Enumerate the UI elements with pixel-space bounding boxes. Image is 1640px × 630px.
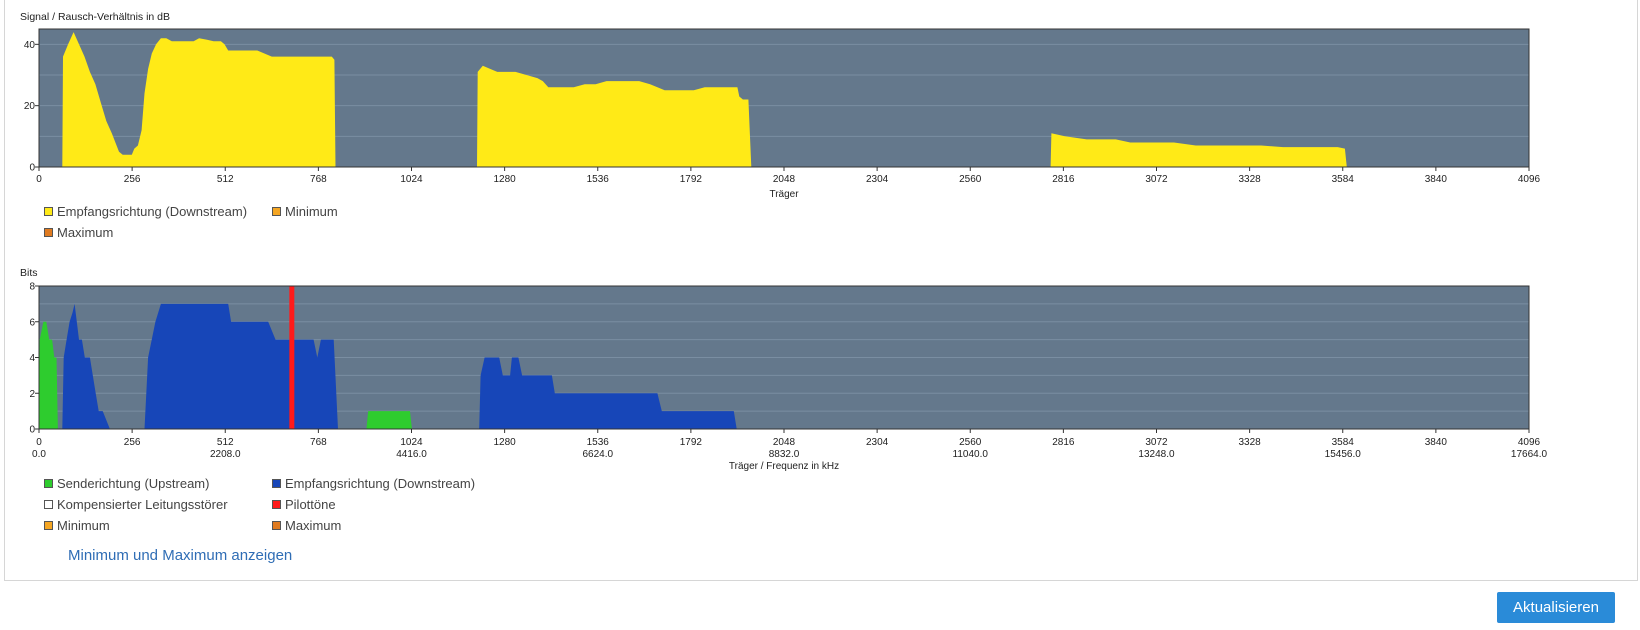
legend-swatch xyxy=(44,207,53,217)
x-tick-label: 1536 xyxy=(587,174,610,185)
x-tick-label: 512 xyxy=(217,437,234,448)
legend-item: Minimum xyxy=(272,204,338,219)
legend-label: Maximum xyxy=(285,518,342,533)
x-tick-label: 512 xyxy=(217,174,234,185)
y-tick-label: 20 xyxy=(24,101,36,112)
legend-item: Senderichtung (Upstream) xyxy=(44,476,209,491)
x-tick-label: 2816 xyxy=(1052,437,1075,448)
legend-label: Minimum xyxy=(57,518,110,533)
y-tick-label: 0 xyxy=(29,425,35,436)
legend-swatch xyxy=(272,521,281,531)
chart-title: Signal / Rausch-Verhältnis in dB xyxy=(20,11,170,23)
x-tick-label: 1536 xyxy=(587,437,610,448)
legend-item: Empfangsrichtung (Downstream) xyxy=(44,204,247,219)
legend-swatch xyxy=(44,228,53,238)
x-tick-label: 4096 xyxy=(1518,174,1541,185)
x-tick-label: 2304 xyxy=(866,437,889,448)
x-tick-label: 2048 xyxy=(773,174,796,185)
legend-label: Minimum xyxy=(285,204,338,219)
legend-label: Pilottöne xyxy=(285,497,336,512)
legend-item: Minimum xyxy=(44,518,110,533)
x-tick-label: 3584 xyxy=(1332,437,1355,448)
legend-swatch xyxy=(272,479,281,489)
legend-swatch xyxy=(272,500,281,510)
x-tick-label: 2560 xyxy=(959,174,982,185)
show-min-max-link[interactable]: Minimum und Maximum anzeigen xyxy=(68,547,293,564)
legend-item: Kompensierter Leitungsstörer xyxy=(44,497,228,512)
x-tick-label: 0 xyxy=(36,437,42,448)
y-tick-label: 0 xyxy=(29,163,35,174)
legend-item: Maximum xyxy=(44,225,113,240)
legend-label: Senderichtung (Upstream) xyxy=(57,476,210,491)
series-0-area xyxy=(62,32,1347,167)
x-tick-label: 768 xyxy=(310,437,327,448)
x-tick-label-frequency: 6624.0 xyxy=(582,449,613,460)
x-tick-label-frequency: 2208.0 xyxy=(210,449,241,460)
x-tick-label: 3072 xyxy=(1145,437,1168,448)
legend-label: Empfangsrichtung (Downstream) xyxy=(57,204,248,219)
x-tick-label: 3840 xyxy=(1425,174,1448,185)
y-tick-label: 8 xyxy=(29,282,35,293)
x-tick-label: 0 xyxy=(36,174,42,185)
x-tick-label: 3328 xyxy=(1239,437,1262,448)
pilot-tone-line xyxy=(289,286,295,429)
x-tick-label: 2816 xyxy=(1052,174,1075,185)
legend-swatch xyxy=(44,479,53,489)
bits-chart: Bits 0 2 4 6 8 0 256 512 768 1024 1280 1536 1792 2048 2… xyxy=(20,267,1548,472)
y-tick-label: 4 xyxy=(29,353,35,364)
legend-swatch xyxy=(44,500,53,510)
x-tick-label: 768 xyxy=(310,174,327,185)
x-tick-label-frequency: 8832.0 xyxy=(769,449,800,460)
legend-item: Maximum xyxy=(272,518,341,533)
legend-item: Pilottöne xyxy=(272,497,336,512)
x-tick-label: 1280 xyxy=(494,174,517,185)
legend-swatch xyxy=(272,207,281,217)
x-axis-label: Träger xyxy=(769,189,799,200)
x-tick-label-frequency: 0.0 xyxy=(32,449,46,460)
x-tick-label: 2304 xyxy=(866,174,889,185)
x-tick-label: 3328 xyxy=(1239,174,1262,185)
series-0-area xyxy=(39,321,412,429)
x-tick-label: 2048 xyxy=(773,437,796,448)
x-tick-label: 1024 xyxy=(400,174,423,185)
series-1-area xyxy=(62,303,737,429)
x-tick-label: 1792 xyxy=(680,174,703,185)
x-tick-label: 1280 xyxy=(494,437,517,448)
x-tick-label-frequency: 13248.0 xyxy=(1138,449,1175,460)
x-tick-label: 256 xyxy=(124,174,141,185)
legend-label: Kompensierter Leitungsstörer xyxy=(57,497,228,512)
y-tick-label: 2 xyxy=(29,389,35,400)
legend-label: Empfangsrichtung (Downstream) xyxy=(285,476,476,491)
x-tick-label: 1024 xyxy=(400,437,423,448)
x-tick-label-frequency: 15456.0 xyxy=(1325,449,1362,460)
x-tick-label: 3840 xyxy=(1425,437,1448,448)
x-tick-label: 3584 xyxy=(1332,174,1355,185)
x-tick-label-frequency: 17664.0 xyxy=(1511,449,1548,460)
snr-chart: Signal / Rausch-Verhältnis in dB 0 20 40 0 25… xyxy=(20,11,1541,200)
x-tick-label: 3072 xyxy=(1145,174,1168,185)
legend-item: Empfangsrichtung (Downstream) xyxy=(272,476,475,491)
x-axis-label: Träger / Frequenz in kHz xyxy=(729,461,839,472)
legend-swatch xyxy=(44,521,53,531)
x-tick-label: 1792 xyxy=(680,437,703,448)
refresh-button[interactable]: Aktualisieren xyxy=(1497,592,1615,623)
x-tick-label: 4096 xyxy=(1518,437,1541,448)
y-tick-label: 6 xyxy=(29,317,35,328)
legend-label: Maximum xyxy=(57,225,114,240)
x-tick-label: 2560 xyxy=(959,437,982,448)
x-tick-label-frequency: 4416.0 xyxy=(396,449,427,460)
chart-title: Bits xyxy=(20,267,38,279)
x-tick-label: 256 xyxy=(124,437,141,448)
y-tick-label: 40 xyxy=(24,40,36,51)
x-tick-label-frequency: 11040.0 xyxy=(953,449,989,460)
